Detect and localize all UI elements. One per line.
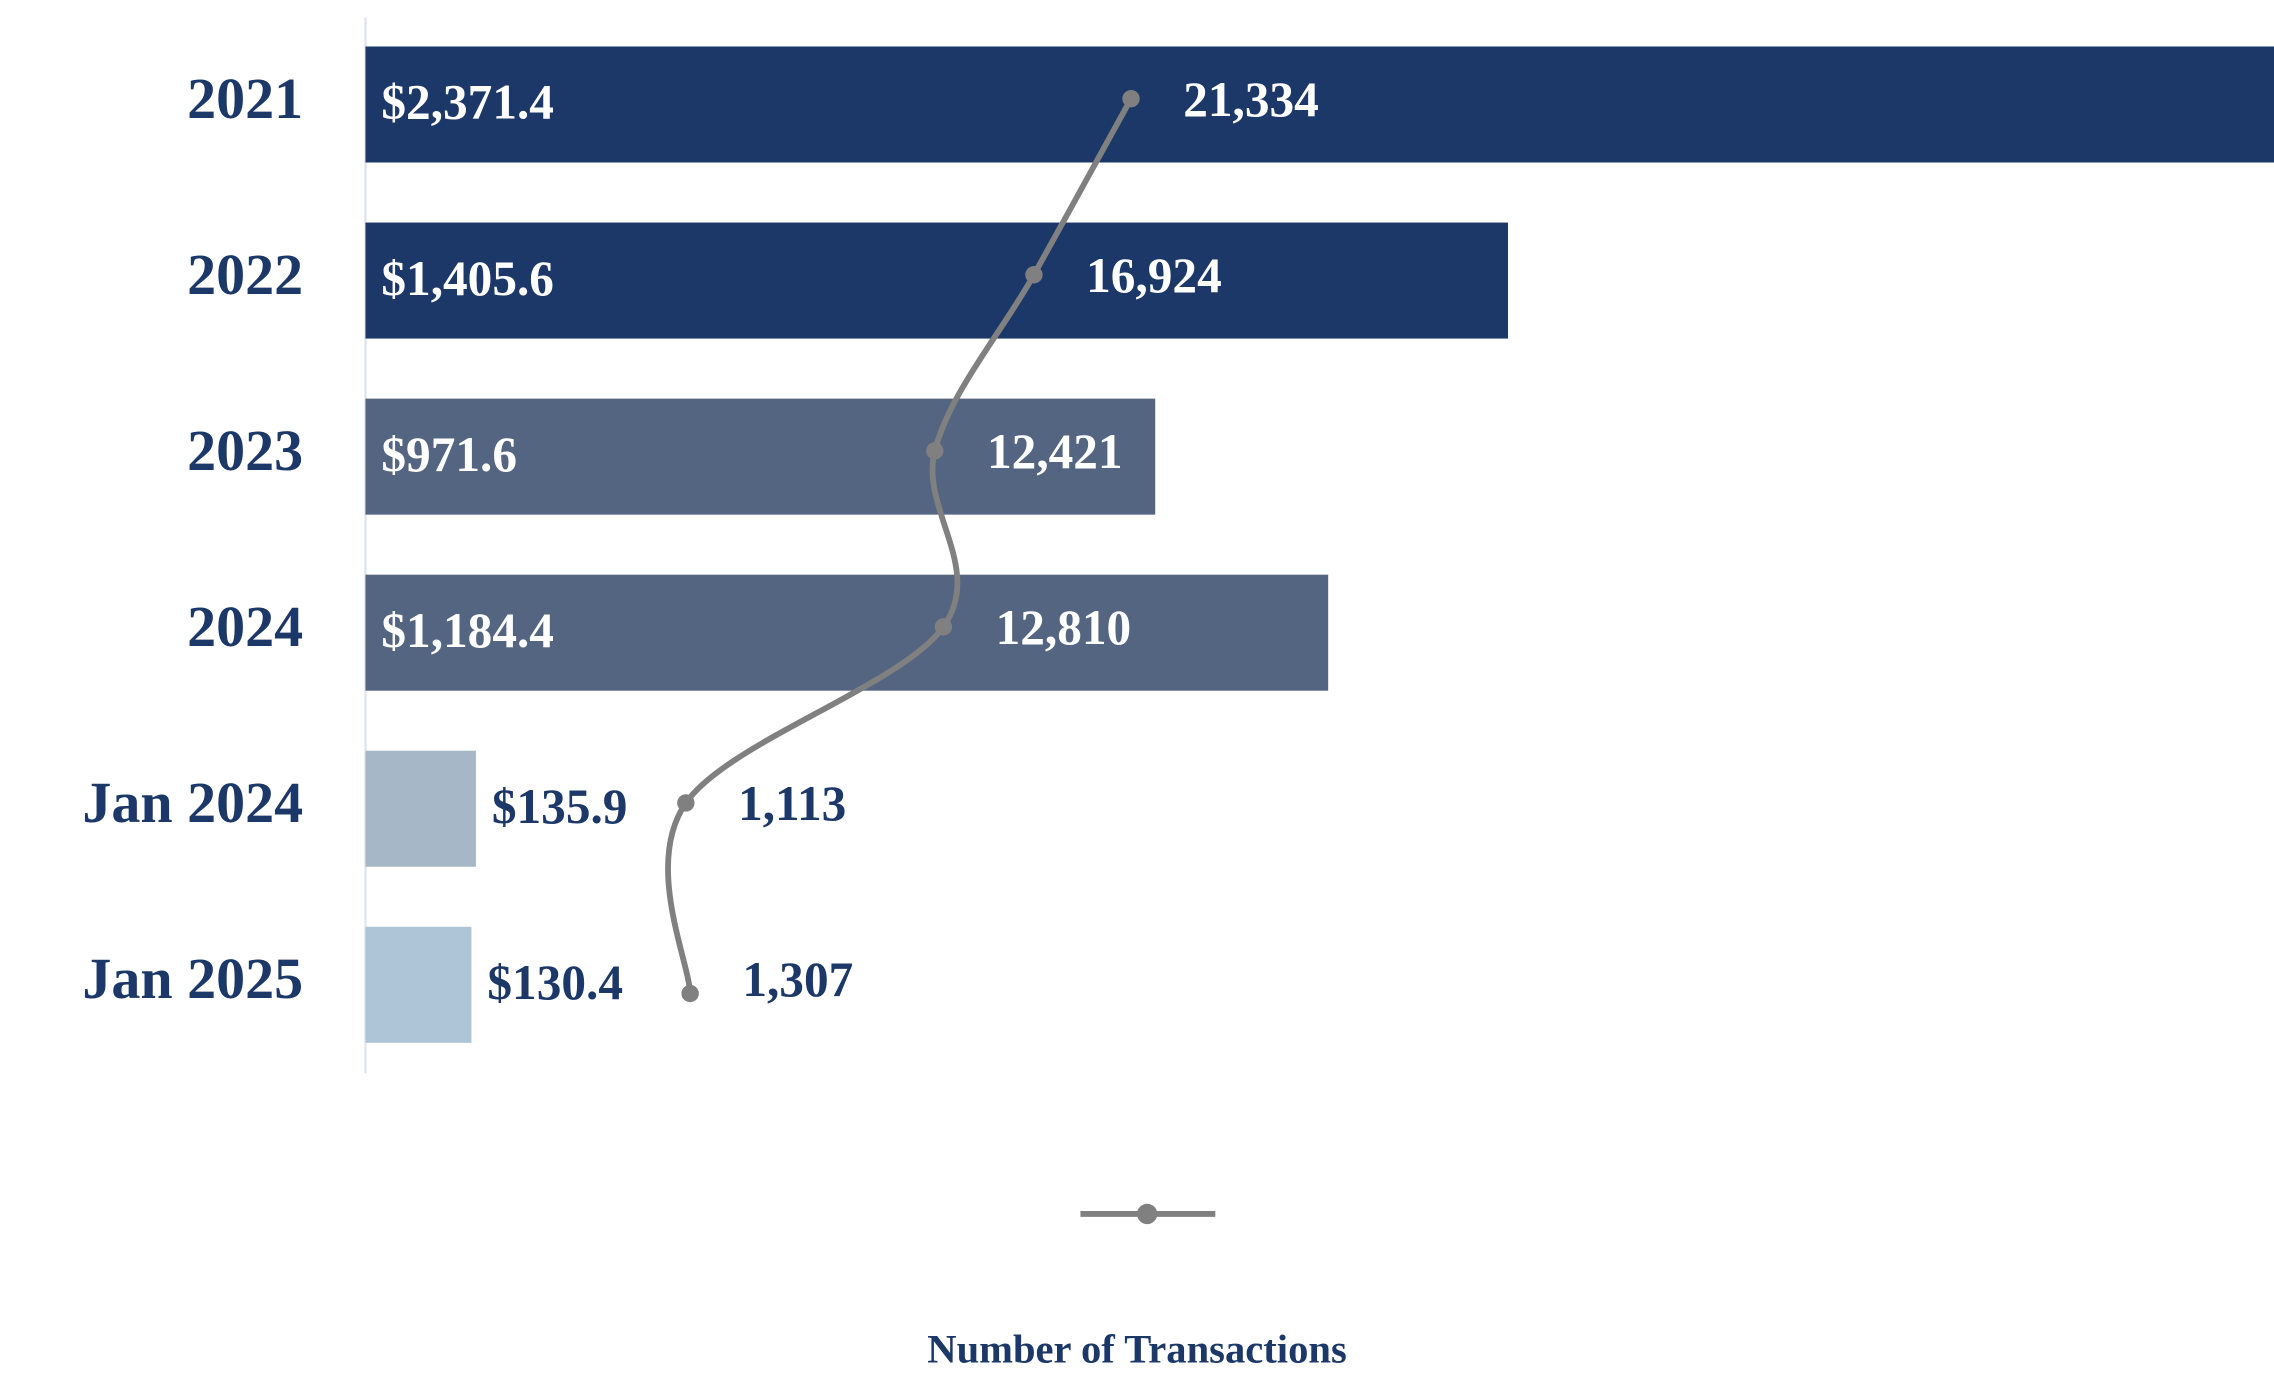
bar	[365, 926, 472, 1043]
bar-value-label: $135.9	[492, 779, 628, 834]
bar	[365, 398, 1156, 515]
line-value-label: 1,307	[742, 952, 853, 1007]
bar	[365, 46, 2274, 163]
line-marker	[926, 442, 944, 460]
bar-value-label: $1,184.4	[381, 603, 554, 658]
y-tick-label: 2022	[187, 242, 303, 307]
bar-value-label: $1,405.6	[381, 251, 554, 306]
bar-value-label: $130.4	[487, 955, 623, 1010]
legend-marker	[1137, 1203, 1158, 1225]
line-value-label: 21,334	[1183, 72, 1319, 127]
legend-label: Number of Transactions	[927, 1326, 1346, 1371]
bar	[365, 222, 1508, 339]
line-value-label: 16,924	[1086, 248, 1222, 303]
line-marker	[1122, 89, 1140, 108]
line-value-label: 12,421	[987, 424, 1123, 479]
y-tick-label: 2023	[187, 418, 303, 483]
line-marker	[681, 984, 699, 1003]
y-tick-label: 2021	[187, 66, 303, 131]
line-value-label: 12,810	[996, 600, 1132, 655]
line	[665, 97, 1134, 994]
bar-value-label: $2,371.4	[381, 75, 554, 130]
y-tick-label: Jan 2024	[82, 770, 303, 835]
line-marker	[677, 794, 695, 812]
bar	[365, 574, 1329, 691]
y-tick-label: Jan 2025	[82, 946, 303, 1011]
bar	[365, 750, 476, 867]
line-value-label: 1,113	[738, 776, 846, 831]
y-tick-label: 2024	[187, 594, 303, 659]
line-marker	[934, 618, 953, 636]
line-marker	[1025, 266, 1043, 284]
bar-value-label: $971.6	[381, 427, 517, 482]
